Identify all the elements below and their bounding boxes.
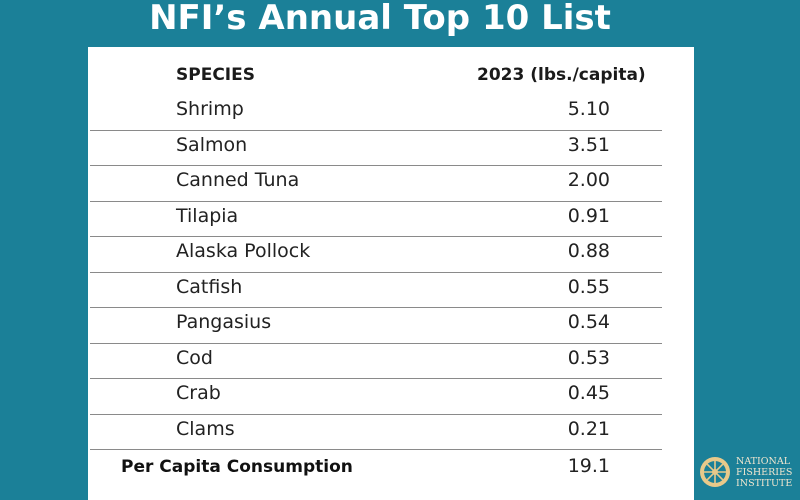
- consumption-value: 2.00: [567, 169, 610, 191]
- consumption-value: 3.51: [567, 133, 610, 156]
- logo-line: INSTITUTE: [736, 477, 793, 489]
- consumption-value: 0.45: [567, 382, 610, 404]
- ship-wheel-icon: [700, 457, 730, 487]
- species-name: Salmon: [176, 133, 248, 156]
- species-table: SPECIES 2023 (lbs./capita) Shrimp 5.10 Sal…: [88, 47, 694, 500]
- consumption-value: 0.91: [567, 204, 610, 227]
- consumption-value: 0.55: [567, 275, 610, 298]
- table-row: Canned Tuna 2.00: [90, 165, 662, 202]
- slide-title: NFI’s Annual Top 10 List: [149, 0, 611, 38]
- species-name: Tilapia: [176, 204, 239, 227]
- species-name: Catfish: [176, 275, 243, 298]
- consumption-value: 0.53: [567, 346, 610, 369]
- table-row: Cod 0.53: [90, 343, 662, 379]
- header-species: SPECIES: [176, 65, 255, 85]
- species-name: Crab: [176, 382, 221, 404]
- species-name: Cod: [176, 346, 213, 369]
- species-name: Canned Tuna: [176, 169, 300, 191]
- consumption-value: 5.10: [567, 98, 610, 120]
- total-value: 19.1: [567, 455, 610, 477]
- table-row: Salmon 3.51: [90, 130, 662, 166]
- species-name: Alaska Pollock: [176, 240, 311, 262]
- nfi-logo: NATIONAL FISHERIES INSTITUTE: [698, 455, 792, 489]
- table-row: Tilapia 0.91: [90, 201, 662, 237]
- species-name: Pangasius: [176, 311, 272, 333]
- table-row: Clams 0.21: [90, 414, 662, 450]
- table-row: Crab 0.45: [90, 378, 662, 415]
- species-name: Clams: [176, 417, 235, 440]
- logo-line: FISHERIES: [736, 466, 793, 478]
- header-2023: 2023 (lbs./capita): [477, 65, 646, 85]
- consumption-value: 0.54: [567, 311, 610, 333]
- table-row: Pangasius 0.54: [90, 307, 662, 344]
- total-label: Per Capita Consumption: [121, 457, 353, 477]
- consumption-value: 0.88: [567, 240, 610, 262]
- table-row: Shrimp 5.10: [90, 94, 662, 131]
- table-row: Catfish 0.55: [90, 272, 662, 308]
- species-name: Shrimp: [176, 98, 244, 120]
- table-row: Alaska Pollock 0.88: [90, 236, 662, 273]
- consumption-value: 0.21: [567, 417, 610, 440]
- logo-line: NATIONAL: [736, 455, 791, 467]
